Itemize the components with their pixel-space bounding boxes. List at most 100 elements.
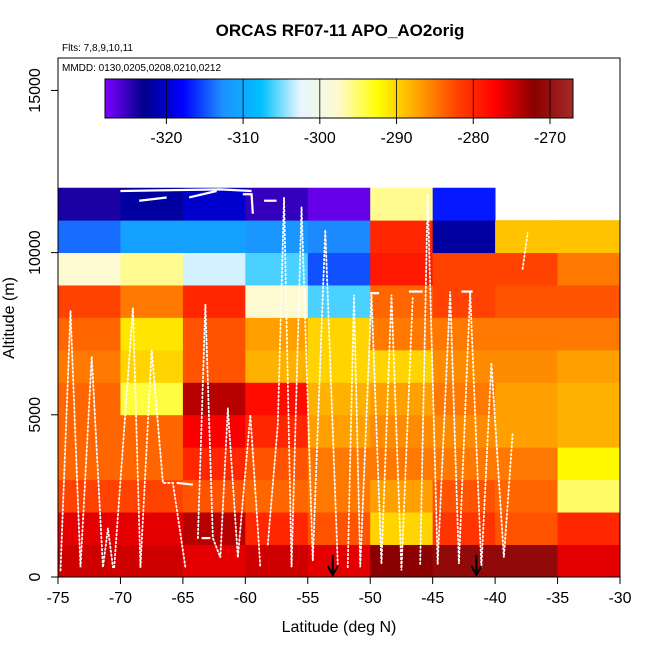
heatmap-cell (557, 447, 621, 481)
flight-track-segment (242, 193, 254, 214)
heatmap-cell (182, 382, 246, 416)
heatmap-cell (432, 252, 496, 286)
heatmap-cell (245, 220, 309, 254)
heatmap-cell (432, 285, 496, 318)
colorbar-tick-label: -300 (304, 130, 336, 147)
heatmap-cell (370, 252, 434, 286)
y-axis: 0 5000 10000 15000 (27, 68, 58, 581)
heatmap-cell (182, 349, 246, 383)
heatmap-cell (120, 447, 184, 481)
flight-track (346, 294, 414, 571)
heatmap-cell (58, 414, 121, 448)
heatmap-cell (432, 187, 496, 221)
heatmap-cell (557, 317, 621, 351)
y-tick-label: 0 (27, 572, 44, 581)
heatmap-cell (58, 544, 121, 578)
heatmap-cell (245, 544, 309, 578)
flight-track-segment (139, 196, 167, 202)
flight-track (113, 307, 187, 569)
flight-track-segment (176, 481, 193, 486)
heatmap-cell (432, 512, 496, 545)
heatmap-cell (307, 349, 371, 383)
heatmap-cell (120, 317, 184, 351)
colorbar-tick-label: -310 (227, 130, 259, 147)
heatmap-cell (495, 317, 558, 351)
heatmap-cell (495, 252, 558, 286)
heatmap-cell (370, 447, 434, 481)
heatmap-cell (370, 220, 434, 254)
heatmap-cell (120, 414, 184, 448)
heatmap-cells (58, 187, 621, 578)
heatmap-cell (495, 382, 558, 416)
heatmap-cell (495, 285, 558, 318)
heatmap-cell (370, 479, 434, 513)
heatmap-cell (182, 544, 246, 578)
heatmap-cell (557, 252, 621, 286)
y-tick-label: 10000 (27, 230, 44, 275)
y-tick-label: 15000 (27, 68, 44, 113)
heatmap-cell (370, 382, 434, 416)
dates-note: MMDD: 0130,0205,0208,0210,0212 (62, 63, 221, 74)
heatmap-cell (58, 317, 121, 351)
heatmap-cell (495, 479, 558, 513)
flight-track-segment (188, 189, 217, 199)
heatmap-cell (245, 285, 309, 318)
down-arrow-icon (470, 565, 483, 578)
heatmap-cell (245, 349, 309, 383)
heatmap-cell (495, 544, 558, 578)
x-tick-label: -55 (296, 590, 319, 607)
colorbar (104, 78, 574, 119)
heatmap-cell (495, 447, 558, 481)
colorbar-tick-label: -320 (150, 130, 182, 147)
y-axis-label: Altitude (m) (1, 277, 18, 359)
flight-track (521, 232, 529, 270)
heatmap-cell (120, 220, 184, 254)
colorbar-tick-label: -290 (381, 130, 413, 147)
heatmap-cell (120, 479, 184, 513)
heatmap-cell (182, 285, 246, 318)
heatmap-cell (370, 187, 434, 221)
heatmap-cell (182, 220, 246, 254)
heatmap-cell (495, 349, 558, 383)
heatmap-cell (182, 252, 246, 286)
heatmap-cell (370, 285, 434, 318)
heatmap-cell (557, 349, 621, 383)
heatmap-cell (245, 512, 309, 545)
x-tick-label: -50 (359, 590, 382, 607)
heatmap-cell (58, 479, 121, 513)
heatmap-cell (495, 512, 558, 545)
heatmap-cell (307, 285, 371, 318)
heatmap-cell (370, 317, 434, 351)
heatmap-cell (120, 252, 184, 286)
x-axis-label: Latitude (deg N) (282, 619, 397, 636)
heatmap-cell (557, 544, 621, 578)
heatmap-cell (245, 317, 309, 351)
flight-track (196, 304, 262, 569)
heatmap-cell (58, 220, 121, 254)
flight-track (59, 310, 114, 572)
heatmap-cell (495, 414, 558, 448)
flight-track (266, 197, 339, 568)
heatmap-cell (307, 317, 371, 351)
heatmap-cell (307, 252, 371, 286)
heatmap-cell (182, 447, 246, 481)
heatmap-cell (557, 512, 621, 545)
heatmap-cell (557, 382, 621, 416)
heatmap-cell (245, 252, 309, 286)
marker-arrows (326, 555, 483, 578)
heatmap-cell (58, 447, 121, 481)
heatmap-cell (58, 512, 121, 545)
heatmap-cell (58, 187, 121, 221)
heatmap-cell (557, 414, 621, 448)
x-tick-label: -30 (608, 590, 631, 607)
heatmap-cell (432, 382, 496, 416)
heatmap-cell (370, 349, 434, 383)
heatmap-cell (557, 220, 621, 254)
heatmap-cell (432, 220, 496, 254)
x-tick-label: -65 (171, 590, 194, 607)
heatmap-cell (307, 447, 371, 481)
heatmap-cell (58, 285, 121, 318)
heatmap-cell (245, 447, 309, 481)
flight-track-segment (120, 188, 252, 193)
